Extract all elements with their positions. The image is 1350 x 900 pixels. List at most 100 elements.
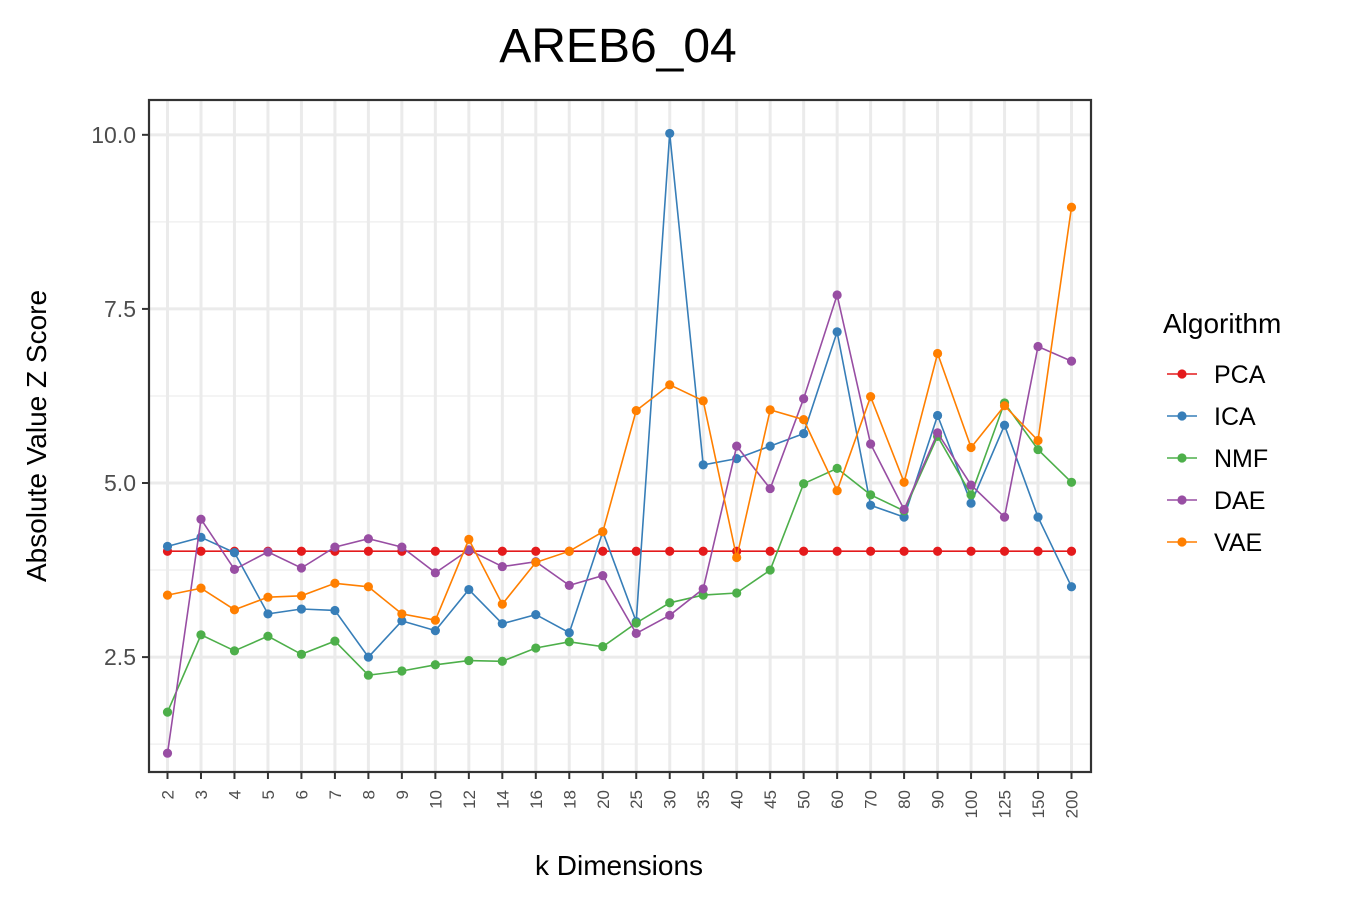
data-point-vae: [732, 552, 742, 563]
x-tick-label: 9: [393, 790, 412, 799]
legend-title: Algorithm: [1163, 308, 1281, 339]
data-point-vae: [497, 599, 507, 609]
x-tick-label: 20: [594, 790, 613, 809]
data-point-nmf: [531, 643, 541, 653]
data-point-vae: [698, 396, 708, 406]
y-tick-label: 7.5: [104, 296, 136, 322]
data-point-nmf: [631, 618, 641, 628]
data-point-ica: [866, 500, 876, 510]
series-line-vae: [167, 207, 1073, 622]
data-point-dae: [263, 547, 273, 557]
data-point-ica: [430, 626, 440, 636]
data-point-nmf: [866, 490, 876, 500]
data-point-dae: [162, 748, 173, 758]
data-point-vae: [162, 590, 173, 600]
legend-key-point-nmf: [1177, 453, 1187, 463]
data-point-pca: [430, 546, 440, 556]
data-point-dae: [866, 439, 876, 449]
data-point-vae: [564, 546, 574, 556]
legend-key-point-ica: [1177, 411, 1187, 421]
x-tick-label: 5: [259, 790, 278, 799]
data-point-vae: [799, 415, 809, 425]
series-line-ica: [167, 133, 1073, 659]
data-point-nmf: [196, 630, 206, 640]
data-point-vae: [229, 605, 240, 615]
x-tick-label: 125: [996, 790, 1015, 818]
data-point-vae: [765, 405, 775, 415]
legend-key-point-vae: [1177, 537, 1187, 547]
y-axis-label: Absolute Value Z Score: [21, 290, 52, 582]
data-point-nmf: [263, 631, 273, 641]
data-point-nmf: [296, 649, 307, 659]
data-point-dae: [765, 483, 775, 494]
data-point-pca: [296, 546, 307, 556]
data-point-vae: [430, 615, 440, 625]
x-tick-label: 2: [159, 790, 178, 799]
data-point-pca: [765, 546, 775, 556]
x-tick-label: 30: [661, 790, 680, 809]
legend-label-nmf: NMF: [1214, 445, 1268, 473]
data-point-vae: [263, 592, 273, 602]
data-point-ica: [765, 441, 775, 451]
data-point-vae: [899, 477, 909, 487]
x-tick-label: 8: [359, 790, 378, 799]
series-line-nmf: [166, 401, 1073, 713]
x-axis-label: k Dimensions: [535, 850, 703, 881]
x-tick-label: 18: [560, 790, 579, 809]
legend-label-pca: PCA: [1214, 361, 1266, 389]
data-point-nmf: [765, 565, 775, 575]
data-point-dae: [296, 563, 307, 573]
plot-panel-border: [147, 98, 1093, 774]
data-point-vae: [932, 348, 943, 359]
data-point-ica: [229, 548, 240, 558]
data-point-nmf: [598, 642, 608, 652]
series-ica: [162, 128, 1077, 662]
data-point-dae: [564, 580, 574, 590]
data-point-vae: [464, 534, 474, 545]
data-point-pca: [832, 546, 842, 556]
data-point-nmf: [1033, 444, 1043, 455]
data-point-dae: [196, 514, 206, 524]
data-point-pca: [196, 546, 206, 556]
data-point-nmf: [363, 670, 373, 680]
data-point-pca: [531, 546, 541, 556]
data-point-dae: [665, 610, 675, 620]
data-point-vae: [966, 442, 976, 453]
data-point-nmf: [732, 588, 742, 598]
data-point-vae: [397, 609, 407, 619]
data-point-dae: [999, 512, 1010, 522]
data-point-nmf: [430, 660, 440, 670]
data-point-ica: [531, 610, 541, 620]
data-point-dae: [1033, 341, 1043, 352]
x-tick-label: 90: [929, 790, 948, 809]
x-tick-label: 35: [694, 790, 713, 809]
data-point-ica: [162, 541, 173, 551]
y-tick-label: 2.5: [104, 644, 136, 670]
data-point-dae: [698, 584, 708, 594]
data-point-nmf: [397, 666, 407, 676]
data-point-vae: [665, 380, 675, 390]
data-point-dae: [799, 394, 809, 404]
data-point-ica: [497, 619, 507, 629]
data-point-ica: [966, 498, 976, 508]
x-tick-label: 6: [292, 790, 311, 799]
data-point-dae: [631, 628, 641, 639]
x-tick-label: 50: [795, 790, 814, 809]
data-point-ica: [999, 420, 1010, 430]
data-point-pca: [598, 546, 608, 556]
x-tick-label: 12: [460, 790, 479, 809]
data-point-pca: [866, 546, 876, 556]
legend: Algorithm PCA ICA NMF DAE VAE: [1163, 308, 1281, 557]
data-point-pca: [799, 546, 809, 556]
data-point-pca: [999, 546, 1010, 556]
data-point-ica: [698, 460, 708, 470]
data-point-ica: [799, 428, 809, 439]
data-point-vae: [531, 557, 541, 567]
gridlines: [149, 100, 1091, 772]
data-point-vae: [330, 578, 340, 588]
data-point-dae: [832, 290, 842, 300]
data-point-ica: [363, 652, 373, 662]
x-tick-label: 100: [962, 790, 981, 818]
data-point-ica: [464, 584, 474, 595]
